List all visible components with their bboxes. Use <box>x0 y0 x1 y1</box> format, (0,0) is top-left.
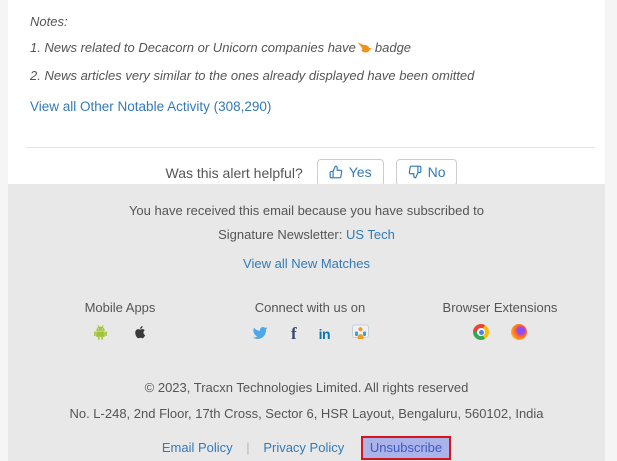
slideshare-icon[interactable] <box>352 324 370 344</box>
connect-column: Connect with us on f in <box>215 300 405 344</box>
connect-heading: Connect with us on <box>254 300 366 315</box>
address-text: No. L-248, 2nd Floor, 17th Cross, Sector… <box>69 406 544 421</box>
thumbs-down-icon <box>408 165 422 179</box>
android-icon[interactable] <box>93 324 108 343</box>
chrome-icon[interactable] <box>473 324 489 340</box>
link-separator: | <box>246 440 250 455</box>
feedback-yes-button[interactable]: Yes <box>316 159 384 186</box>
subscription-note: You have received this email because you… <box>128 203 485 218</box>
extensions-heading: Browser Extensions <box>442 300 558 315</box>
email-policy-link[interactable]: Email Policy <box>161 440 233 455</box>
feedback-question: Was this alert helpful? <box>165 164 303 181</box>
newsletter-line: Signature Newsletter: US Tech <box>8 227 605 242</box>
note-1-suffix: badge <box>374 40 412 55</box>
email-body: Notes: 1. News related to Decacorn or Un… <box>8 0 605 461</box>
mobile-apps-heading: Mobile Apps <box>84 300 156 315</box>
feedback-no-button[interactable]: No <box>395 159 458 186</box>
copyright-text: © 2023, Tracxn Technologies Limited. All… <box>144 380 469 395</box>
feedback-no-label: No <box>427 164 446 180</box>
email-footer: You have received this email because you… <box>8 184 605 461</box>
footer-columns: Mobile Apps Connect with us on f in <box>8 300 605 344</box>
feedback-row: Was this alert helpful? Yes No <box>30 159 593 186</box>
newsletter-link[interactable]: US Tech <box>346 227 395 242</box>
mobile-apps-column: Mobile Apps <box>25 300 215 344</box>
view-new-matches-link[interactable]: View all New Matches <box>243 256 370 271</box>
privacy-policy-link[interactable]: Privacy Policy <box>263 440 345 455</box>
note-item-2: 2. News articles very similar to the one… <box>30 68 475 83</box>
unsubscribe-highlight-box: Unsubscribe <box>360 436 452 460</box>
notes-heading: Notes: <box>30 14 68 29</box>
thumbs-up-icon <box>329 165 343 179</box>
view-all-activity-link[interactable]: View all Other Notable Activity (308,290… <box>30 99 272 114</box>
unicorn-badge-icon <box>357 41 372 57</box>
extensions-column: Browser Extensions <box>405 300 595 344</box>
notes-section: Notes: 1. News related to Decacorn or Un… <box>8 0 605 186</box>
section-divider <box>26 147 595 148</box>
twitter-icon[interactable] <box>251 325 269 344</box>
linkedin-icon[interactable]: in <box>318 326 331 342</box>
firefox-icon[interactable] <box>511 324 527 340</box>
apple-icon[interactable] <box>133 324 148 343</box>
policy-links-row: Email Policy | Privacy Policy Unsubscrib… <box>8 436 605 460</box>
note-1-text: 1. News related to Decacorn or Unicorn c… <box>30 40 356 55</box>
facebook-icon[interactable]: f <box>290 324 297 343</box>
newsletter-label: Signature Newsletter: <box>218 227 343 242</box>
note-item-1: 1. News related to Decacorn or Unicorn c… <box>30 40 593 57</box>
view-matches-line: View all New Matches <box>8 256 605 271</box>
feedback-yes-label: Yes <box>348 164 372 180</box>
unsubscribe-link[interactable]: Unsubscribe <box>369 440 443 455</box>
